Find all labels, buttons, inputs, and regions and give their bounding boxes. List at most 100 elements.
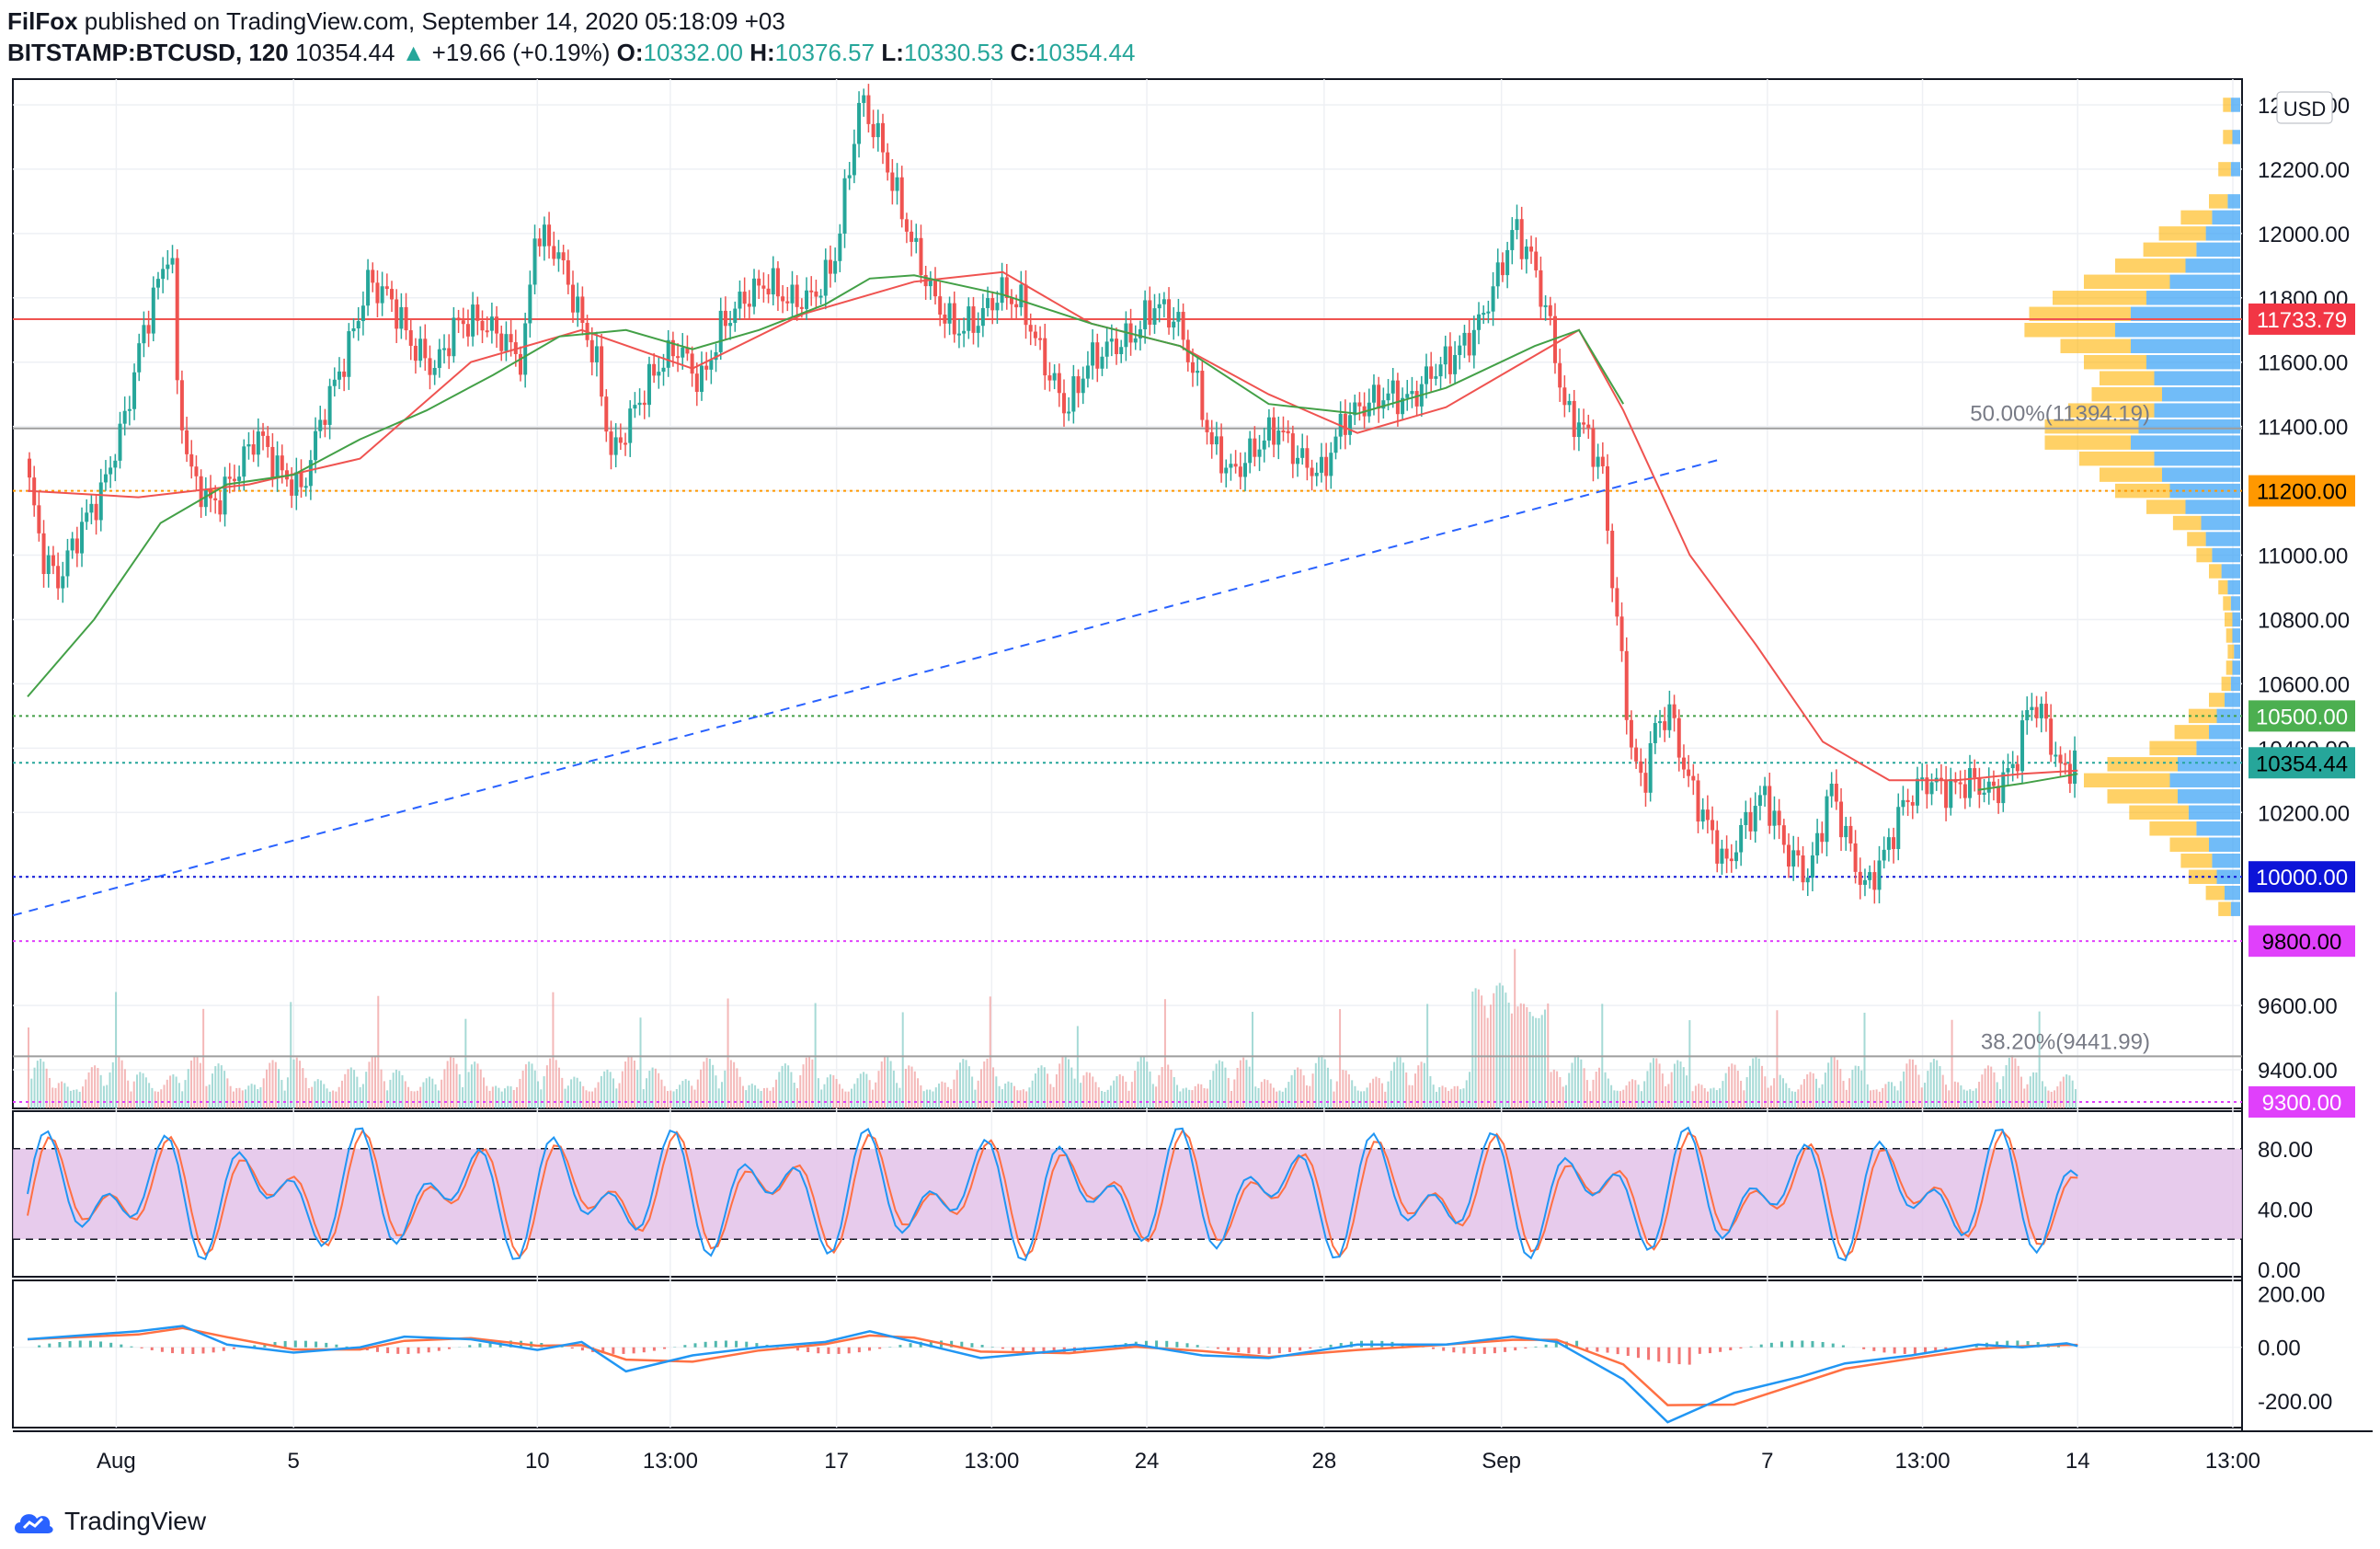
volume-bar (2023, 1088, 2026, 1108)
macd-histogram-bar (1596, 1347, 1599, 1352)
macd-histogram-bar (612, 1347, 615, 1354)
volume-bar (1676, 1060, 1679, 1108)
candle-body (2073, 750, 2077, 785)
candle-body (1505, 249, 1510, 276)
volume-bar (1996, 1082, 1998, 1108)
volume-bar (1917, 1074, 1920, 1108)
volume-bar (1351, 1080, 1354, 1108)
macd-histogram-bar (88, 1340, 92, 1348)
macd-histogram-bar (1554, 1342, 1558, 1348)
price-badge-label: 10354.44 (2256, 752, 2348, 776)
volume-bar (892, 1070, 895, 1108)
candle-body (681, 347, 685, 358)
volume-bar (1399, 1057, 1402, 1108)
macd-histogram-bar (990, 1347, 994, 1348)
candle-body (723, 310, 727, 327)
volume-bar (853, 1084, 856, 1108)
volume-bar (1986, 1065, 1989, 1108)
candle-body (1977, 777, 1982, 795)
volume-bar (1034, 1073, 1036, 1108)
volume-bar (470, 1064, 473, 1108)
candle-body (928, 280, 933, 287)
candle-body (1639, 761, 1643, 774)
candle-body (799, 306, 804, 309)
candle-body (1973, 768, 1977, 778)
candle-body (1586, 424, 1591, 429)
macd-histogram-bar (1934, 1347, 1938, 1352)
volume-bar (1281, 1091, 1284, 1108)
volume-profile-down-bar (2227, 644, 2235, 660)
volume-bar (967, 1066, 970, 1108)
tradingview-logo[interactable]: TradingView (11, 1503, 206, 1540)
volume-profile-up-bar (2196, 821, 2240, 836)
candle-body (1434, 376, 1438, 379)
candle-body (461, 320, 465, 325)
volume-profile-down-bar (2218, 162, 2231, 177)
volume-bar (136, 1074, 139, 1108)
volume-bar (555, 1060, 557, 1108)
volume-bar (160, 1089, 163, 1108)
volume-bar (995, 1076, 998, 1108)
volume-bar (1209, 1079, 1212, 1108)
candle-body (375, 282, 380, 304)
candle-body (1443, 346, 1447, 365)
volume-bar (1806, 1073, 1809, 1108)
volume-bar (1703, 1087, 1706, 1108)
candle-body (790, 284, 795, 304)
volume-bar (1905, 1063, 1908, 1108)
volume-bar (1356, 1090, 1359, 1108)
volume-bar (832, 1074, 835, 1108)
volume-bar (377, 995, 380, 1108)
volume-bar (302, 1068, 304, 1108)
volume-bar (585, 1090, 588, 1108)
candle-body (1248, 438, 1253, 464)
candle-body (523, 323, 528, 375)
volume-profile-down-bar (2107, 757, 2178, 772)
candle-body (809, 290, 814, 293)
candle-body (1238, 466, 1242, 477)
volume-bar (292, 1059, 295, 1108)
volume-bar (1040, 1065, 1043, 1108)
volume-profile-down-bar (2143, 242, 2197, 258)
candle-body (1214, 436, 1219, 445)
volume-profile-up-bar (2232, 660, 2240, 675)
candle-body (1663, 721, 1667, 730)
volume-bar (691, 1085, 693, 1108)
volume-profile-up-bar (2232, 130, 2240, 144)
macd-histogram-bar (509, 1340, 512, 1348)
volume-bar (226, 1078, 229, 1108)
volume-bar (1085, 1072, 1088, 1108)
volume-bar (762, 1087, 765, 1108)
volume-profile-up-bar (2212, 853, 2240, 868)
volume-profile-up-bar (2169, 483, 2240, 499)
candle-body (1276, 430, 1281, 445)
volume-bar (1127, 1090, 1130, 1108)
volume-bar (651, 1067, 654, 1108)
candle-body (1539, 270, 1543, 307)
candle-body (408, 330, 413, 346)
volume-bar (1785, 1083, 1788, 1108)
macd-histogram-bar (283, 1340, 287, 1348)
candle-body (1606, 465, 1610, 531)
macd-histogram-bar (1636, 1347, 1640, 1359)
volume-bar (1113, 1080, 1116, 1108)
volume-bar (570, 1079, 573, 1108)
candle-body (337, 371, 341, 380)
volume-bar (687, 1080, 690, 1108)
macd-tick-label: 200.00 (2258, 1283, 2325, 1308)
macd-histogram-bar (181, 1347, 185, 1354)
volume-bar (280, 1080, 283, 1108)
volume-bar (274, 1061, 277, 1108)
volume-bar (708, 1059, 711, 1108)
open-value: 10332.00 (643, 39, 743, 66)
candle-body (227, 476, 232, 479)
volume-bar (2026, 1084, 2029, 1108)
candle-body (323, 419, 327, 425)
volume-bar (712, 1064, 715, 1108)
time-tick-label: 7 (1761, 1449, 1773, 1474)
time-tick-label: 24 (1135, 1449, 1160, 1474)
macd-histogram-bar (683, 1345, 687, 1348)
volume-bar (1945, 1084, 1948, 1108)
volume-bar (884, 1056, 887, 1108)
